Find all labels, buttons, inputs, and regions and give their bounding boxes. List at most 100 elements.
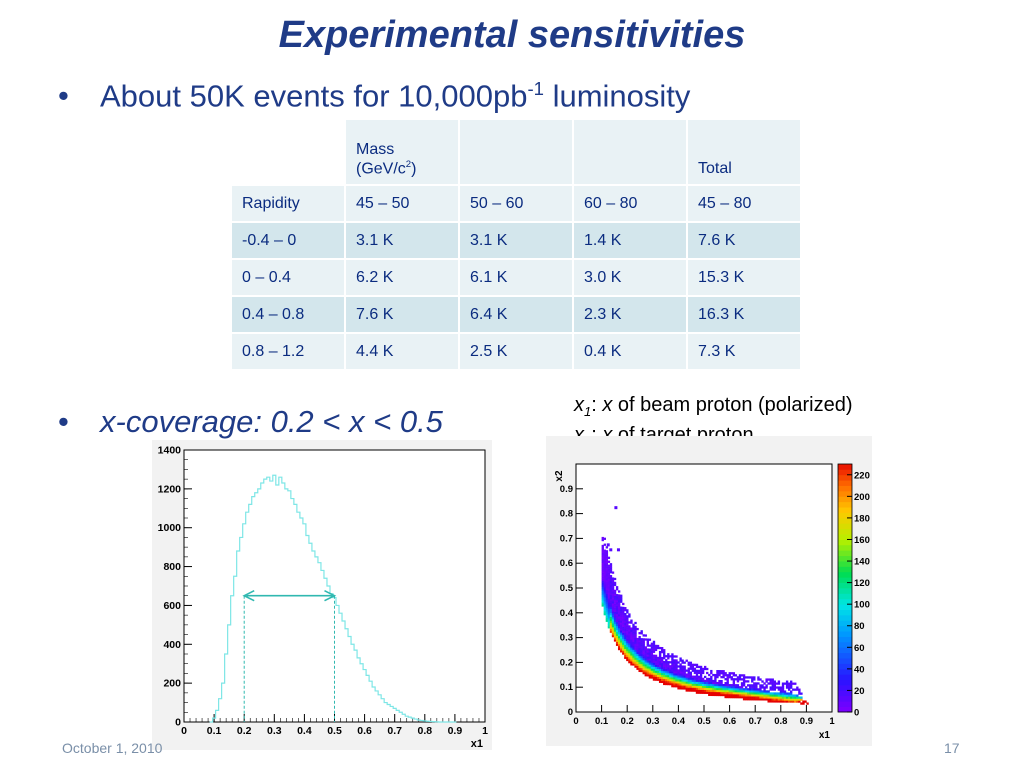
heatmap-cell bbox=[714, 679, 717, 683]
heatmap-cell bbox=[644, 654, 647, 657]
heatmap-cell bbox=[710, 679, 713, 683]
heatmap-cell bbox=[605, 601, 609, 605]
heatmap-cell bbox=[605, 609, 609, 612]
heatmap-cell bbox=[699, 681, 703, 684]
heatmap-cell bbox=[611, 581, 615, 584]
heatmap-cell bbox=[638, 653, 641, 657]
heatmap-cell bbox=[624, 644, 627, 648]
heatmap-cell bbox=[769, 692, 772, 695]
note-x1: x1: x of beam proton (polarized) bbox=[574, 394, 853, 419]
heatmap-cell bbox=[605, 605, 609, 609]
x-tick-label: 0.4 bbox=[672, 716, 686, 727]
heatmap-cell bbox=[624, 609, 627, 612]
heatmap-cell bbox=[603, 569, 606, 572]
heatmap-cell bbox=[736, 696, 740, 699]
heatmap-cell bbox=[611, 611, 615, 614]
heatmap-cell bbox=[650, 664, 654, 667]
heatmap-cell bbox=[734, 696, 738, 699]
heatmap-cell bbox=[691, 665, 695, 668]
heatmap-cell bbox=[603, 567, 606, 570]
heatmap-cell bbox=[603, 601, 606, 604]
heatmap-cell bbox=[638, 655, 641, 659]
heatmap-cell bbox=[712, 673, 715, 677]
heatmap-cell bbox=[685, 687, 688, 690]
x-tick-label: 0.8 bbox=[417, 725, 432, 737]
heatmap-cell bbox=[722, 693, 725, 697]
heatmap-cell bbox=[761, 692, 764, 695]
heatmap-cell bbox=[777, 686, 781, 689]
heatmap-cell bbox=[646, 656, 650, 659]
table-cell bbox=[458, 118, 574, 186]
heatmap-cell bbox=[677, 671, 680, 674]
heatmap-cell bbox=[601, 546, 604, 550]
heatmap-cell bbox=[622, 630, 625, 633]
heatmap-cell bbox=[609, 586, 613, 590]
heatmap-cell bbox=[687, 687, 690, 690]
heatmap-cell bbox=[652, 644, 656, 647]
heatmap-cell bbox=[704, 683, 707, 687]
heatmap-cell bbox=[654, 676, 658, 679]
heatmap-cell bbox=[675, 659, 678, 662]
heatmap-cell bbox=[620, 594, 623, 597]
heatmap-cell bbox=[660, 678, 664, 682]
heatmap-cell bbox=[753, 676, 756, 679]
heatmap-cell bbox=[755, 694, 758, 697]
heatmap-cell bbox=[624, 638, 627, 642]
heatmap-cell bbox=[759, 698, 762, 701]
heatmap-cell bbox=[632, 657, 635, 660]
heatmap-cell bbox=[630, 631, 633, 634]
heatmap-cell bbox=[609, 565, 613, 568]
heatmap-cell bbox=[615, 613, 619, 617]
heatmap-cell bbox=[673, 685, 676, 688]
heatmap-cell bbox=[644, 660, 647, 663]
heatmap-cell bbox=[759, 690, 762, 693]
heatmap-cell bbox=[601, 586, 604, 589]
color-scale-segment bbox=[838, 539, 852, 546]
z-tick-label: 100 bbox=[854, 600, 870, 611]
heatmap-cell bbox=[609, 622, 613, 625]
heatmap-cell bbox=[720, 672, 723, 675]
heatmap-cell bbox=[775, 686, 779, 689]
heatmap-cell bbox=[704, 679, 707, 683]
heatmap-cell bbox=[607, 626, 611, 629]
heatmap-cell bbox=[681, 661, 684, 664]
heatmap-cell bbox=[646, 668, 650, 671]
heatmap-cell bbox=[634, 629, 637, 633]
heatmap-cell bbox=[646, 674, 650, 677]
heatmap-cell bbox=[749, 690, 752, 693]
heatmap-cell bbox=[628, 631, 631, 634]
heatmap-cell bbox=[636, 639, 639, 643]
heatmap-cell bbox=[601, 536, 604, 540]
heatmap-cell bbox=[722, 691, 725, 695]
heatmap-cell bbox=[722, 689, 725, 693]
heatmap-cell bbox=[669, 665, 672, 668]
heatmap-cell bbox=[726, 676, 729, 679]
heatmap-cell bbox=[615, 599, 619, 603]
heatmap-cell bbox=[654, 674, 658, 677]
heatmap-cell bbox=[744, 686, 748, 689]
heatmap-cell bbox=[626, 656, 629, 660]
heatmap-cell bbox=[609, 606, 613, 610]
heatmap-cell bbox=[601, 564, 604, 567]
heatmap-cell bbox=[603, 609, 606, 612]
heatmap-cell bbox=[605, 562, 609, 565]
heatmap-cell bbox=[718, 687, 721, 691]
heatmap-cell bbox=[714, 681, 717, 685]
heatmap-cell bbox=[615, 617, 619, 621]
heatmap-cell bbox=[792, 700, 795, 703]
heatmap-cell bbox=[706, 677, 709, 681]
heatmap-cell bbox=[650, 642, 654, 645]
heatmap-cell bbox=[792, 696, 795, 699]
heatmap-cell bbox=[615, 603, 619, 607]
heatmap-cell bbox=[648, 668, 652, 671]
heatmap-cell bbox=[632, 647, 635, 650]
heatmap-cell bbox=[607, 596, 611, 599]
heatmap-cell bbox=[630, 655, 633, 658]
heatmap-cell bbox=[706, 667, 709, 671]
heatmap-cell bbox=[759, 694, 762, 697]
heatmap-cell bbox=[747, 692, 750, 695]
x-tick-label: 0.8 bbox=[774, 716, 787, 727]
heatmap-cell bbox=[622, 610, 625, 614]
heatmap-cell bbox=[732, 680, 736, 683]
heatmap-cell bbox=[783, 690, 787, 693]
